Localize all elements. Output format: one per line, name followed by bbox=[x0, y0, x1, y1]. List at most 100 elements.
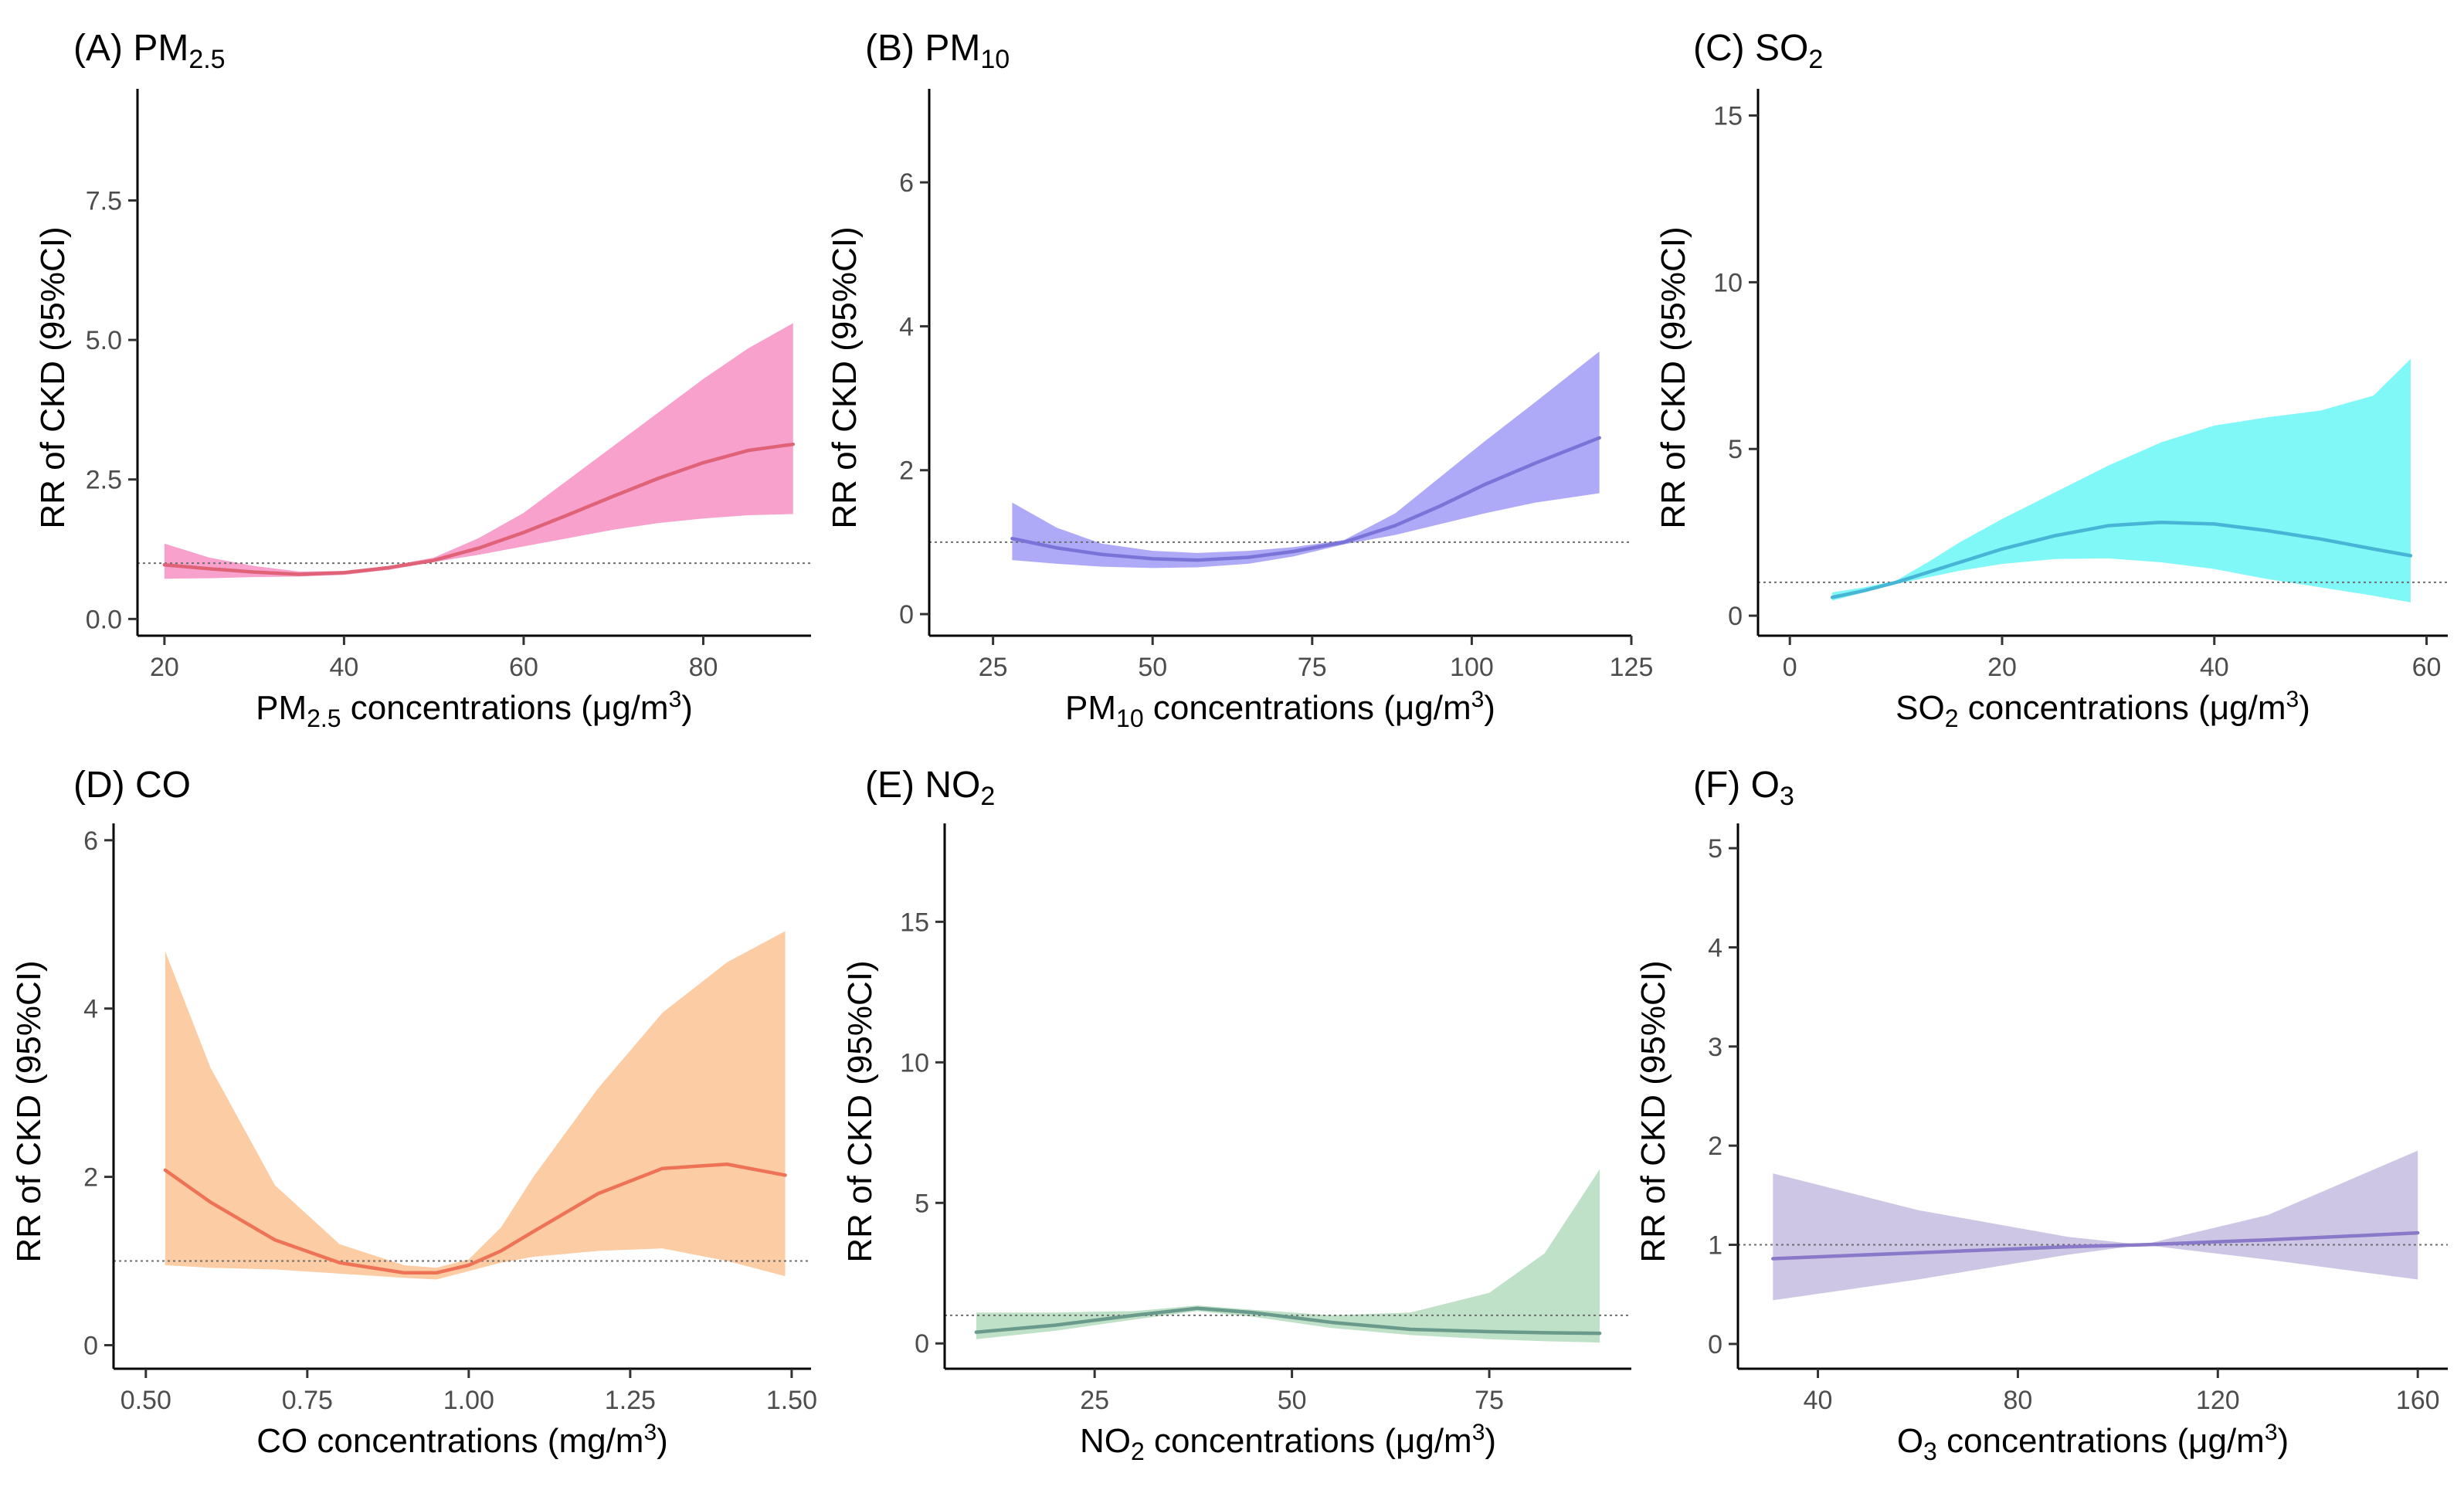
x-axis-title-subscript: 3 bbox=[1923, 1437, 1937, 1465]
x-axis-title-superscript: 3 bbox=[1471, 687, 1485, 712]
x-axis-title-superscript: 3 bbox=[643, 1420, 657, 1445]
panel-title: (C) SO2 bbox=[1693, 28, 1823, 74]
panel-title-text: (F) O bbox=[1693, 765, 1780, 806]
x-tick-label: 25 bbox=[1080, 1386, 1109, 1415]
x-tick-label: 80 bbox=[689, 653, 718, 682]
ci-band bbox=[1832, 358, 2411, 602]
x-axis-title-text: O bbox=[1897, 1422, 1923, 1460]
x-axis-title: PM10 concentrations (μg/m3) bbox=[1065, 687, 1495, 732]
rr-line bbox=[162, 442, 795, 576]
x-tick-label: 40 bbox=[329, 653, 358, 682]
y-tick-label: 6 bbox=[83, 826, 98, 856]
y-tick-label: 5.0 bbox=[86, 326, 122, 355]
x-tick-label: 1.25 bbox=[605, 1386, 656, 1415]
panel-title-subscript: 2.5 bbox=[188, 45, 225, 74]
y-axis-title: RR of CKD (95%CI) bbox=[34, 226, 72, 528]
ci-band bbox=[165, 931, 786, 1280]
y-tick-label: 0 bbox=[899, 600, 914, 630]
x-axis-title-text: ) bbox=[1485, 1422, 1496, 1460]
x-axis-title-superscript: 3 bbox=[669, 687, 682, 712]
y-tick-label: 6 bbox=[899, 168, 914, 198]
x-axis-title-text: concentrations (μg/m bbox=[341, 689, 669, 727]
x-axis-title-superscript: 3 bbox=[2286, 687, 2299, 712]
panel-title: (A) PM2.5 bbox=[73, 28, 226, 74]
x-tick-label: 0 bbox=[1783, 653, 1797, 682]
x-axis-title-superscript: 3 bbox=[1472, 1420, 1485, 1445]
x-tick-label: 160 bbox=[2396, 1386, 2440, 1415]
x-axis-title: O3 concentrations (μg/m3) bbox=[1897, 1420, 2289, 1465]
x-tick-label: 1.50 bbox=[766, 1386, 817, 1415]
x-axis-title: CO concentrations (mg/m3) bbox=[256, 1420, 668, 1460]
rr-line bbox=[163, 1162, 787, 1275]
x-axis-title-text: ) bbox=[2299, 689, 2310, 727]
y-tick-label: 0 bbox=[1708, 1330, 1722, 1359]
y-tick-label: 5 bbox=[1728, 435, 1743, 464]
x-tick-label: 0.50 bbox=[120, 1386, 171, 1415]
ci-band bbox=[1012, 351, 1600, 569]
x-axis-title-text: concentrations (μg/m bbox=[1145, 1422, 1472, 1460]
y-tick-label: 4 bbox=[899, 312, 914, 341]
y-axis-title: RR of CKD (95%CI) bbox=[10, 960, 48, 1262]
panel-a: 0.02.55.07.520 40 60 80(A) PM2.5RR of CKD (… bbox=[34, 28, 811, 732]
panel-title-subscript: 3 bbox=[1780, 782, 1794, 811]
rr-line bbox=[1771, 1230, 2420, 1261]
x-tick-label: 20 bbox=[150, 653, 179, 682]
panel-title-text: (A) PM bbox=[73, 28, 188, 69]
x-axis-title-text: PM bbox=[256, 689, 307, 727]
x-tick-label: 60 bbox=[509, 653, 538, 682]
x-tick-label: 25 bbox=[979, 653, 1008, 682]
x-tick-label: 60 bbox=[2412, 653, 2442, 682]
y-tick-label: 15 bbox=[1713, 102, 1743, 131]
y-tick-label: 3 bbox=[1708, 1033, 1722, 1062]
x-axis-title-text: CO concentrations (mg/m bbox=[256, 1422, 643, 1460]
x-axis-title-text: concentrations (μg/m bbox=[1937, 1422, 2265, 1460]
x-tick-label: 75 bbox=[1298, 653, 1327, 682]
x-axis-title-text: NO bbox=[1080, 1422, 1131, 1460]
y-axis-title: RR of CKD (95%CI) bbox=[841, 960, 879, 1262]
y-tick-label: 0.0 bbox=[86, 605, 122, 634]
panel-title: (D) CO bbox=[73, 765, 191, 806]
x-tick-label: 80 bbox=[2004, 1386, 2033, 1415]
y-axis-title: RR of CKD (95%CI) bbox=[826, 226, 864, 528]
x-axis-title-text: PM bbox=[1065, 689, 1116, 727]
y-tick-label: 7.5 bbox=[86, 186, 122, 216]
panel-title-text: (C) SO bbox=[1693, 28, 1808, 69]
y-tick-label: 4 bbox=[83, 995, 98, 1024]
x-axis-title-text: SO bbox=[1896, 689, 1945, 727]
y-tick-label: 5 bbox=[915, 1189, 929, 1218]
x-axis-title-text: concentrations (μg/m bbox=[1959, 689, 2286, 727]
panel-d: 0 2 4 6 0.50 0.75 1.00 1.25 1.50 (D) CO RR of CKD … bbox=[10, 765, 817, 1460]
x-axis-title-text: ) bbox=[657, 1422, 668, 1460]
x-tick-label: 1.00 bbox=[443, 1386, 494, 1415]
y-tick-label: 2.5 bbox=[86, 466, 122, 495]
rr-line bbox=[1830, 520, 2413, 599]
x-tick-label: 50 bbox=[1278, 1386, 1307, 1415]
y-axis-title: RR of CKD (95%CI) bbox=[1655, 226, 1692, 528]
x-tick-label: 40 bbox=[1804, 1386, 1833, 1415]
y-tick-label: 0 bbox=[1728, 602, 1743, 631]
y-tick-label: 10 bbox=[1713, 268, 1743, 297]
y-tick-label: 10 bbox=[900, 1048, 929, 1078]
y-tick-label: 15 bbox=[900, 908, 929, 937]
x-tick-label: 0.75 bbox=[282, 1386, 333, 1415]
x-axis-title: NO2 concentrations (μg/m3) bbox=[1080, 1420, 1496, 1465]
ci-band bbox=[164, 323, 793, 579]
y-tick-label: 1 bbox=[1708, 1231, 1722, 1261]
x-axis-title-subscript: 10 bbox=[1116, 704, 1144, 732]
x-axis-title-subscript: 2 bbox=[1131, 1437, 1145, 1465]
x-axis-title: PM2.5 concentrations (μg/m3) bbox=[256, 687, 693, 732]
y-tick-label: 5 bbox=[1708, 834, 1722, 864]
x-tick-label: 75 bbox=[1475, 1386, 1504, 1415]
x-axis-title-subscript: 2.5 bbox=[307, 704, 341, 732]
y-tick-label: 2 bbox=[899, 457, 914, 486]
x-axis-title-text: ) bbox=[1484, 689, 1495, 727]
x-axis-title-subscript: 2 bbox=[1945, 704, 1959, 732]
rr-line bbox=[1010, 436, 1601, 562]
y-tick-label: 4 bbox=[1708, 933, 1722, 962]
x-axis-title-text: ) bbox=[681, 689, 693, 727]
